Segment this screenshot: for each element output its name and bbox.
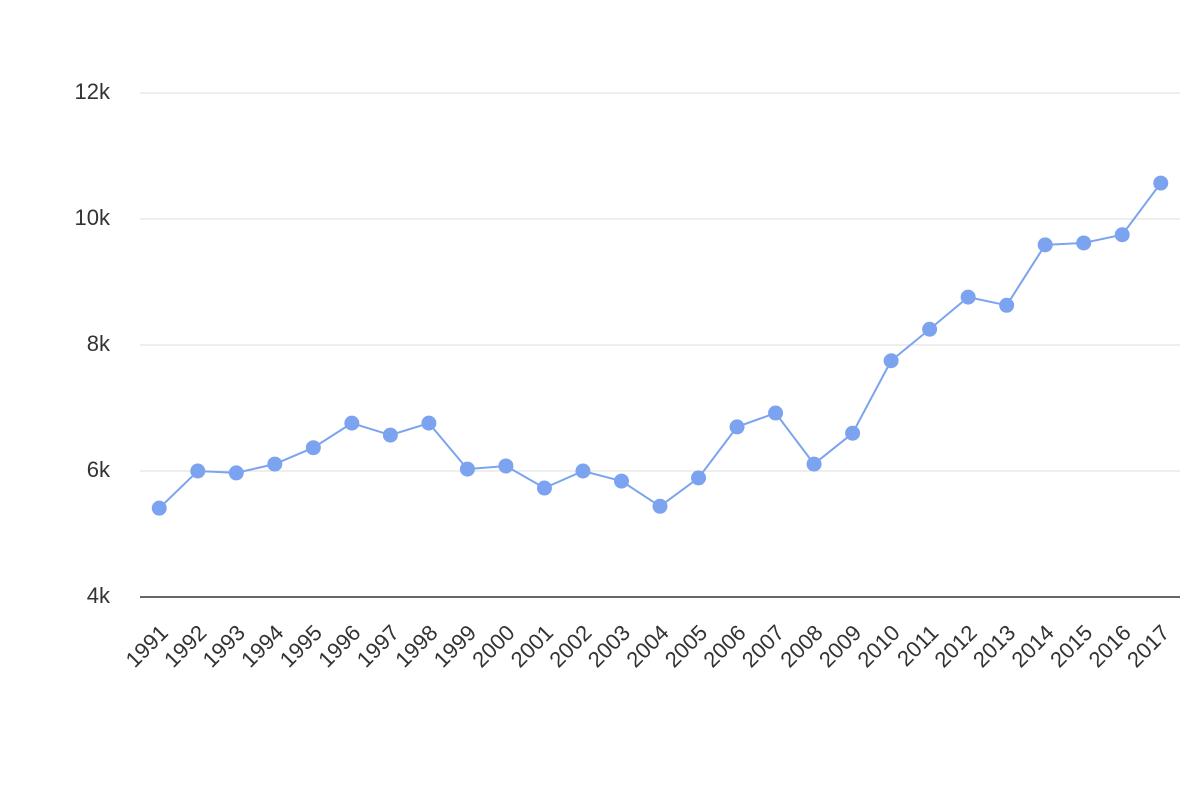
x-tick-label: 2005 bbox=[660, 620, 712, 672]
x-tick-label: 1997 bbox=[352, 620, 404, 672]
x-tick-label: 2011 bbox=[892, 620, 943, 671]
data-point bbox=[845, 425, 861, 441]
data-point bbox=[729, 419, 745, 435]
x-tick-label: 2013 bbox=[968, 620, 1020, 672]
x-tick-label: 1992 bbox=[159, 620, 211, 672]
data-point bbox=[575, 463, 591, 479]
x-tick-label: 1999 bbox=[429, 620, 481, 672]
data-point bbox=[883, 353, 899, 369]
x-tick-label: 2010 bbox=[852, 620, 904, 672]
y-tick-label: 12k bbox=[75, 79, 111, 104]
data-point bbox=[1153, 175, 1169, 191]
data-point bbox=[305, 440, 321, 456]
x-tick-label: 1998 bbox=[390, 620, 442, 672]
x-tick-label: 2015 bbox=[1045, 620, 1097, 672]
data-point bbox=[421, 415, 437, 431]
data-point bbox=[922, 321, 938, 337]
data-point bbox=[344, 415, 360, 431]
data-point bbox=[960, 289, 976, 305]
x-tick-label: 1994 bbox=[236, 620, 288, 672]
x-tick-label: 2007 bbox=[737, 620, 789, 672]
data-point bbox=[1037, 237, 1053, 253]
x-tick-label: 1991 bbox=[121, 620, 173, 672]
data-point bbox=[151, 500, 167, 516]
x-tick-label: 2001 bbox=[506, 620, 558, 672]
y-tick-label: 4k bbox=[87, 583, 111, 608]
data-point bbox=[999, 297, 1015, 313]
x-tick-label: 2002 bbox=[544, 620, 596, 672]
y-tick-label: 6k bbox=[87, 457, 111, 482]
data-point bbox=[382, 427, 398, 443]
x-tick-label: 2000 bbox=[467, 620, 519, 672]
x-tick-label: 1996 bbox=[313, 620, 365, 672]
x-tick-label: 2006 bbox=[698, 620, 750, 672]
data-point bbox=[1114, 227, 1130, 243]
data-point bbox=[1076, 235, 1092, 251]
x-tick-label: 1993 bbox=[198, 620, 250, 672]
data-point bbox=[498, 458, 514, 474]
data-point bbox=[459, 461, 475, 477]
data-point bbox=[806, 456, 822, 472]
x-tick-label: 2014 bbox=[1007, 620, 1059, 672]
x-tick-label: 2012 bbox=[930, 620, 982, 672]
x-tick-label: 2009 bbox=[814, 620, 866, 672]
data-point bbox=[691, 470, 707, 486]
y-tick-label: 8k bbox=[87, 331, 111, 356]
data-point bbox=[267, 456, 283, 472]
x-tick-label: 1995 bbox=[275, 620, 327, 672]
data-point bbox=[228, 465, 244, 481]
x-tick-label: 2004 bbox=[621, 620, 673, 672]
data-point bbox=[652, 498, 668, 514]
data-line bbox=[158, 182, 1162, 509]
x-tick-label: 2016 bbox=[1084, 620, 1136, 672]
data-point bbox=[768, 405, 784, 421]
data-point bbox=[190, 463, 206, 479]
x-tick-label: 2003 bbox=[583, 620, 635, 672]
data-point bbox=[536, 480, 552, 496]
x-tick-label: 2017 bbox=[1122, 620, 1174, 672]
y-tick-label: 10k bbox=[75, 205, 111, 230]
data-point bbox=[613, 473, 629, 489]
x-tick-label: 2008 bbox=[775, 620, 827, 672]
